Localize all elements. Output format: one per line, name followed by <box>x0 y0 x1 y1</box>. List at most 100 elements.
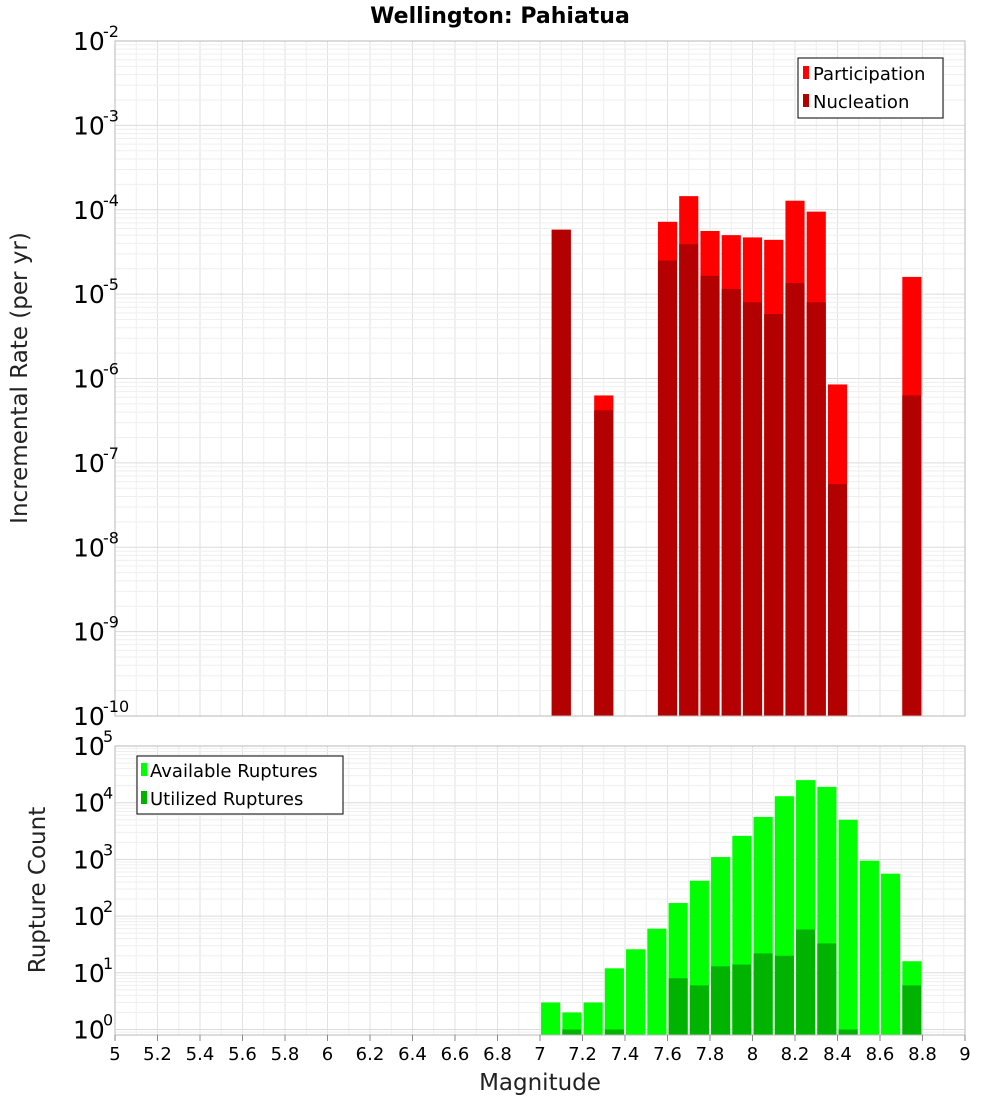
rate-y-ticks: 10-210-310-410-510-610-710-810-910-10 <box>73 22 129 731</box>
x-tick-label-7.2: 7.2 <box>568 1044 597 1065</box>
y-tick-exponent: 5 <box>103 727 113 746</box>
bar-utilized-ruptures-8.45 <box>838 1029 858 1035</box>
y-tick-exponent: -8 <box>103 528 119 547</box>
x-tick-label-5.4: 5.4 <box>186 1044 215 1065</box>
x-tick-label-8.2: 8.2 <box>781 1044 810 1065</box>
bar-available-ruptures-8.65 <box>881 873 901 1035</box>
y-tick-label-1e-9: 10-9 <box>73 613 119 647</box>
bar-utilized-ruptures-8.35 <box>817 943 837 1035</box>
rate-plot-border <box>114 40 966 717</box>
x-tick-label-5.8: 5.8 <box>271 1044 300 1065</box>
count-grid <box>114 745 966 1036</box>
rate-bars <box>551 196 922 717</box>
available-legend-swatch <box>141 763 147 776</box>
y-tick-label-1e3: 103 <box>73 840 113 874</box>
y-tick-exponent: 0 <box>103 1011 113 1030</box>
rate-y-axis-label: Incremental Rate (per yr) <box>7 232 33 524</box>
count-bars <box>541 780 922 1035</box>
bar-available-ruptures-7.55 <box>647 928 667 1035</box>
rate-legend-box <box>797 57 944 119</box>
chart-title: Wellington: Pahiatua <box>370 4 630 29</box>
bar-available-ruptures-8.45 <box>838 819 858 1035</box>
y-tick-label-1e-6: 10-6 <box>73 360 119 394</box>
bar-utilized-ruptures-8.75 <box>902 985 922 1035</box>
bar-nucleation-8 <box>742 302 763 716</box>
bar-nucleation-8.1 <box>764 314 784 716</box>
y-tick-label-1e-5: 10-5 <box>73 275 119 309</box>
x-tick-label-8.8: 8.8 <box>908 1044 937 1065</box>
available-legend-label: Available Ruptures <box>150 761 318 782</box>
y-tick-exponent: -3 <box>103 106 119 125</box>
nucleation-legend-swatch <box>803 94 809 107</box>
x-tick-label-6.2: 6.2 <box>356 1044 385 1065</box>
bar-nucleation-7.9 <box>721 289 741 716</box>
y-tick-label-1e5: 105 <box>73 727 113 761</box>
bar-nucleation-8.4 <box>827 484 848 716</box>
participation-legend-swatch <box>803 66 809 79</box>
x-tick-label-5.2: 5.2 <box>143 1044 172 1065</box>
y-tick-exponent: -10 <box>103 697 129 716</box>
y-tick-exponent: 1 <box>103 954 113 973</box>
nucleation-legend-label: Nucleation <box>813 92 909 113</box>
count-x-ticks: 5 5.2 5.4 5.6 5.8 6 6.2 6.4 6.6 6.8 7 7.2 7.4 7.6 7.8 8… <box>109 1035 971 1065</box>
bar-available-ruptures-7.35 <box>604 968 624 1035</box>
bar-utilized-ruptures-7.35 <box>604 1029 624 1035</box>
y-tick-exponent: 2 <box>103 897 113 916</box>
y-tick-base: 10 <box>73 196 105 225</box>
y-tick-label-1e-10: 10-10 <box>73 697 129 731</box>
count-legend: Available Ruptures Utilized Ruptures <box>136 755 344 815</box>
bar-utilized-ruptures-7.15 <box>562 1029 582 1035</box>
count-y-axis-label: Rupture Count <box>25 807 51 973</box>
bar-utilized-ruptures-8.15 <box>774 955 794 1035</box>
participation-legend-label: Participation <box>813 64 925 85</box>
x-tick-label-6.8: 6.8 <box>483 1044 512 1065</box>
y-tick-label-1e4: 104 <box>73 784 113 818</box>
y-tick-base: 10 <box>73 789 105 818</box>
bar-available-ruptures-8.55 <box>859 860 879 1035</box>
y-tick-base: 10 <box>73 845 105 874</box>
x-tick-label-7.6: 7.6 <box>653 1044 682 1065</box>
bar-available-ruptures-7.45 <box>626 949 646 1035</box>
y-tick-base: 10 <box>73 111 105 140</box>
bar-nucleation-7.1 <box>551 229 571 717</box>
y-tick-label-1e1: 101 <box>73 954 113 988</box>
x-tick-label-8.4: 8.4 <box>823 1044 852 1065</box>
y-tick-label-1e-4: 10-4 <box>73 191 119 225</box>
y-tick-base: 10 <box>73 449 105 478</box>
bar-available-ruptures-7.15 <box>562 1012 582 1035</box>
y-tick-exponent: -4 <box>103 191 119 210</box>
bar-nucleation-7.7 <box>679 244 699 717</box>
bar-nucleation-8.2 <box>785 283 805 716</box>
bar-utilized-ruptures-7.65 <box>668 978 688 1035</box>
y-tick-label-1e-8: 10-8 <box>73 528 119 562</box>
x-tick-label-6.6: 6.6 <box>441 1044 470 1065</box>
y-tick-base: 10 <box>73 1016 105 1045</box>
x-axis-label: Magnitude <box>479 1070 601 1096</box>
utilized-legend-label: Utilized Ruptures <box>150 789 303 810</box>
y-tick-base: 10 <box>73 902 105 931</box>
x-tick-label-9: 9 <box>959 1044 970 1065</box>
y-tick-label-1e0: 100 <box>73 1011 113 1045</box>
bar-utilized-ruptures-7.85 <box>711 966 731 1035</box>
bar-available-ruptures-7.05 <box>541 1002 561 1035</box>
x-tick-label-8: 8 <box>747 1044 758 1065</box>
bar-utilized-ruptures-7.75 <box>689 985 709 1035</box>
bar-utilized-ruptures-7.95 <box>732 964 752 1035</box>
y-tick-exponent: -6 <box>103 360 119 379</box>
bar-nucleation-7.3 <box>594 410 614 716</box>
x-tick-label-6.4: 6.4 <box>398 1044 427 1065</box>
x-tick-label-5.6: 5.6 <box>228 1044 257 1065</box>
bar-nucleation-7.6 <box>657 260 678 716</box>
y-tick-exponent: -5 <box>103 275 119 294</box>
y-tick-exponent: -9 <box>103 613 119 632</box>
y-tick-label-1e-2: 10-2 <box>73 22 119 56</box>
count-legend-box <box>136 755 344 815</box>
y-tick-base: 10 <box>73 959 105 988</box>
rate-legend: Participation Nucleation <box>797 57 944 119</box>
x-tick-label-6: 6 <box>322 1044 333 1065</box>
bar-available-ruptures-7.25 <box>583 1002 603 1035</box>
x-tick-label-7: 7 <box>534 1044 545 1065</box>
